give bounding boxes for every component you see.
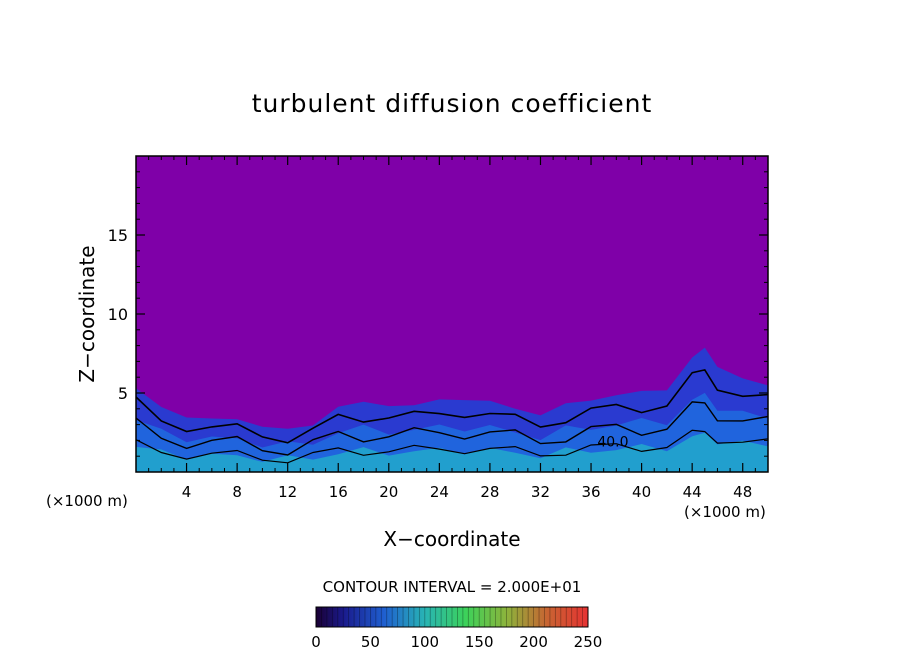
colorbar-tick-labels: 0 50 100 150 200 250 <box>311 633 602 651</box>
colorbar-tick-label: 50 <box>361 633 380 651</box>
x-axis-ticks: 4 8 12 16 20 24 28 32 36 40 44 48 <box>148 156 756 501</box>
x-tick-label: 48 <box>733 483 752 501</box>
contour-line <box>136 401 768 456</box>
colorbar-tick-label: 250 <box>574 633 603 651</box>
contour-interval-text: CONTOUR INTERVAL = 2.000E+01 <box>323 578 582 596</box>
y-tick-label: 5 <box>118 384 128 403</box>
colorbar-tick-label: 150 <box>465 633 494 651</box>
colorbar-tick-label: 100 <box>410 633 439 651</box>
x-tick-label: 16 <box>329 483 348 501</box>
contour-line <box>136 368 768 444</box>
colorbar-tick-label: 0 <box>311 633 321 651</box>
x-tick-label: 40 <box>632 483 651 501</box>
x-tick-label: 12 <box>278 483 297 501</box>
boundary-layer-high <box>136 432 768 472</box>
y-tick-label: 15 <box>108 226 128 245</box>
contour-line <box>136 429 768 464</box>
x-tick-label: 44 <box>683 483 702 501</box>
x-tick-label: 36 <box>581 483 600 501</box>
x-tick-label: 32 <box>531 483 550 501</box>
x-unit-left: (×1000 m) <box>46 492 128 510</box>
colorbar-gradient <box>316 607 588 627</box>
chart-title: turbulent diffusion coefficient <box>252 89 653 118</box>
colorbar-divisions <box>321 607 583 627</box>
x-tick-label: 28 <box>480 483 499 501</box>
colorbar-tick-label: 200 <box>519 633 548 651</box>
x-tick-label: 20 <box>379 483 398 501</box>
x-tick-label: 24 <box>430 483 449 501</box>
colorbar-frame <box>315 606 589 628</box>
x-axis-label: X−coordinate <box>383 527 520 551</box>
contour-label: 40.0 <box>597 435 628 451</box>
colorbar: 0 50 100 150 200 250 <box>311 606 602 651</box>
x-tick-label: 8 <box>232 483 242 501</box>
y-axis-label: Z−coordinate <box>75 245 99 382</box>
y-axis-ticks: 5 10 15 <box>108 171 768 457</box>
x-unit-right: (×1000 m) <box>684 503 766 521</box>
y-tick-label: 10 <box>108 305 128 324</box>
x-tick-label: 4 <box>182 483 192 501</box>
